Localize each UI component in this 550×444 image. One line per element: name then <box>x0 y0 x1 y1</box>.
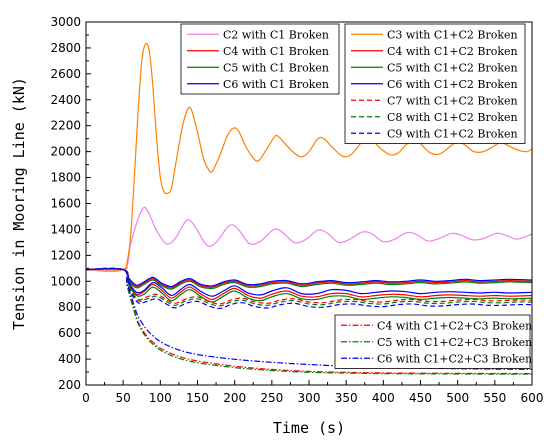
series-line-8 <box>86 267 532 305</box>
x-tick-label: 600 <box>521 391 544 405</box>
y-tick-label: 2200 <box>50 119 81 133</box>
series-line-3 <box>86 268 532 288</box>
x-axis-title: Time (s) <box>273 419 345 437</box>
y-tick-label: 2600 <box>50 67 81 81</box>
x-tick-label: 0 <box>82 391 90 405</box>
x-tick-label: 500 <box>446 391 469 405</box>
x-tick-label: 100 <box>149 391 172 405</box>
y-tick-label: 1000 <box>50 274 81 288</box>
series-line-7 <box>86 268 532 297</box>
legend-label: C2 with C1 Broken <box>223 28 329 41</box>
legend-label: C3 with C1+C2 Broken <box>387 28 518 41</box>
x-tick-label: 350 <box>335 391 358 405</box>
series-line-5 <box>86 267 532 301</box>
legend-top-right-inner: C3 with C1+C2 Broken C4 with C1+C2 Broken… <box>344 23 526 144</box>
x-tick-label: 450 <box>409 391 432 405</box>
series-line-2 <box>86 268 532 290</box>
series-line-4 <box>86 42 532 271</box>
legends: C2 with C1 Broken C4 with C1 Broken C5 wit… <box>180 23 532 369</box>
y-tick-label: 2000 <box>50 145 81 159</box>
series-line-6 <box>86 267 532 303</box>
legend-label: C8 with C1+C2 Broken <box>387 111 518 124</box>
y-tick-label: 1400 <box>50 222 81 236</box>
x-tick-label: 150 <box>186 391 209 405</box>
series-line-9 <box>86 267 532 307</box>
y-axis: 200 400 600 800 1000 1200 1400 1600 1800 2000 2200… <box>50 15 91 392</box>
legend-label: C6 with C1 Broken <box>223 78 329 91</box>
y-tick-label: 1200 <box>50 248 81 262</box>
y-tick-label: 200 <box>58 378 81 392</box>
legend-top-left-inner: C2 with C1 Broken C4 with C1 Broken C5 wit… <box>180 23 340 95</box>
x-tick-label: 300 <box>298 391 321 405</box>
y-tick-label: 800 <box>58 300 81 314</box>
x-tick-label: 400 <box>372 391 395 405</box>
series-line-10 <box>86 267 532 310</box>
legend-label: C7 with C1+C2 Broken <box>387 94 518 107</box>
y-tick-label: 400 <box>58 352 81 366</box>
series-line-1 <box>86 268 532 289</box>
series-line-11 <box>86 267 532 375</box>
legend-label: C4 with C1+C2+C3 Broken <box>377 319 532 332</box>
legend-label: C6 with C1+C2 Broken <box>387 78 518 91</box>
x-tick-label: 200 <box>223 391 246 405</box>
legend-box <box>180 23 340 95</box>
y-tick-label: 1800 <box>50 171 81 185</box>
x-tick-label: 50 <box>116 391 131 405</box>
legend-label: C9 with C1+C2 Broken <box>387 127 518 140</box>
x-tick-label: 550 <box>483 391 506 405</box>
legend-label: C5 with C1+C2+C3 Broken <box>377 336 532 349</box>
y-tick-label: 3000 <box>50 15 81 29</box>
series-line-12 <box>86 267 532 375</box>
legend-label: C6 with C1+C2+C3 Broken <box>377 352 532 365</box>
y-axis-title: Tension in Mooring Line (kN) <box>10 77 28 330</box>
y-tick-label: 1600 <box>50 197 81 211</box>
y-tick-label: 600 <box>58 326 81 340</box>
y-tick-label: 2400 <box>50 93 81 107</box>
legend-label: C5 with C1 Broken <box>223 61 329 74</box>
series-line-0 <box>86 206 532 273</box>
legend-label: C4 with C1+C2 Broken <box>387 45 518 58</box>
legend-label: C5 with C1+C2 Broken <box>387 61 518 74</box>
y-tick-label: 2800 <box>50 41 81 55</box>
legend-label: C4 with C1 Broken <box>223 45 329 58</box>
x-axis: 0 50 100 150 200 250 300 350 400 450 500 550 600 <box>82 380 543 405</box>
x-tick-label: 250 <box>260 391 283 405</box>
legend-bottom-right-inner: C4 with C1+C2+C3 Broken C5 with C1+C2+C3 … <box>334 314 532 369</box>
